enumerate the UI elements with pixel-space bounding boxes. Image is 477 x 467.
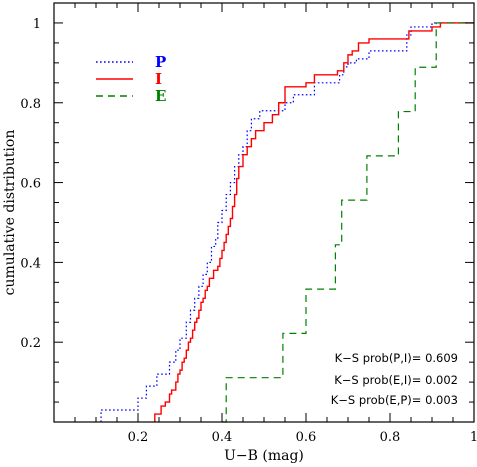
series-line-p <box>100 22 474 422</box>
x-axis-label: U−B (mag) <box>224 448 304 464</box>
y-axis-label: cumulative distribution <box>2 130 18 296</box>
series-layer <box>100 22 474 423</box>
y-tick-label: 1 <box>33 17 41 32</box>
y-tick-label: 0.2 <box>20 336 41 351</box>
legend-label-p: P <box>155 53 166 71</box>
series-line-i <box>154 22 474 422</box>
x-tick-label: 1 <box>470 430 477 445</box>
y-tick-label: 0.6 <box>20 177 41 192</box>
ks-annotation-p-i: K−S prob(P,I)= 0.609 <box>335 351 458 365</box>
y-tick-label: 0.8 <box>20 97 41 112</box>
legend-label-e: E <box>155 87 166 105</box>
x-tick-label: 0.2 <box>128 430 149 445</box>
ks-test-annotations: K−S prob(P,I)= 0.609 K−S prob(E,I)= 0.00… <box>331 351 458 407</box>
ks-annotation-e-i: K−S prob(E,I)= 0.002 <box>334 373 458 387</box>
y-tick-label: 0.4 <box>20 256 41 271</box>
x-tick-label: 0.6 <box>296 430 317 445</box>
legend-label-i: I <box>155 70 162 88</box>
x-tick-label: 0.8 <box>380 430 401 445</box>
x-tick-label: 0.4 <box>212 430 233 445</box>
ks-annotation-e-p: K−S prob(E,P)= 0.003 <box>331 393 458 407</box>
legend: P I E <box>96 53 166 105</box>
axis-ticks: 0.2 0.4 0.6 0.8 1 0.2 0.4 0.6 0.8 1 <box>20 3 477 445</box>
